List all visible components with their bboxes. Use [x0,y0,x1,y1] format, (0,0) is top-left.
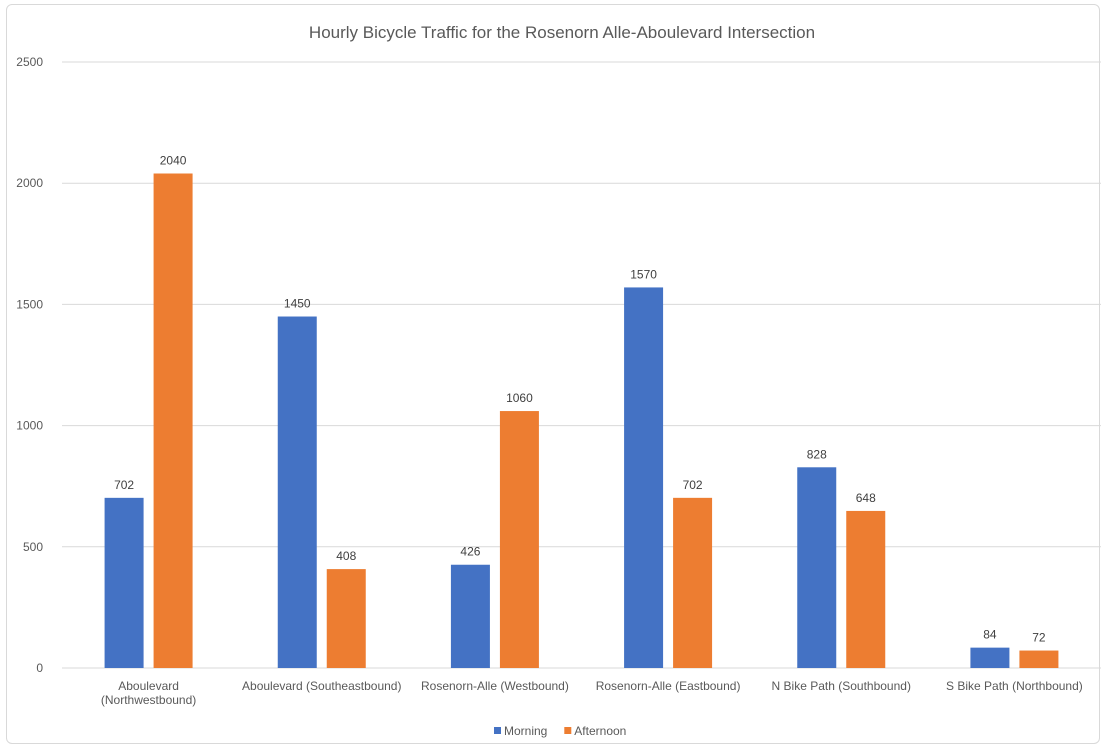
bar-afternoon [499,411,539,668]
legend-label: Afternoon [574,724,626,738]
y-tick-label: 1000 [16,419,43,433]
data-label: 84 [983,628,997,642]
chart-title: Hourly Bicycle Traffic for the Rosenorn … [309,23,815,42]
data-label: 426 [460,545,480,559]
data-label: 72 [1032,631,1046,645]
data-label: 1450 [284,297,311,311]
category-label: S Bike Path (Northbound) [946,679,1083,693]
data-label: 702 [683,478,703,492]
y-tick-label: 2500 [16,55,43,69]
legend: Morning Afternoon [494,724,626,738]
bar-afternoon [153,173,193,668]
bar-morning [104,497,144,668]
bar-afternoon [846,510,886,668]
category-label: Aboulevard (Southeastbound) [242,679,401,693]
legend-label: Morning [504,724,547,738]
data-label: 2040 [160,154,187,168]
bar-morning [970,647,1010,668]
data-label: 828 [807,447,827,461]
bar-morning [624,287,664,668]
bar-afternoon [673,497,713,668]
gridlines [62,61,1101,669]
bar-morning [450,564,490,668]
data-label: 1570 [630,267,657,281]
category-label: Rosenorn-Alle (Eastbound) [596,679,741,693]
category-label: (Northwestbound) [101,693,196,707]
y-tick-label: 0 [36,661,43,675]
category-label: Rosenorn-Alle (Westbound) [421,679,569,693]
category-label: N Bike Path (Southbound) [772,679,911,693]
y-tick-label: 2000 [16,176,43,190]
bar-afternoon [1019,650,1059,668]
data-labels: 702 2040 1450 408 426 1060 1570 702 828 648 84 72 [114,154,1046,645]
y-tick-label: 500 [23,540,43,554]
bar-afternoon [326,569,366,668]
category-label: Aboulevard [118,679,179,693]
legend-swatch-afternoon [564,727,572,734]
y-axis-ticks: 0 500 1000 1500 2000 2500 [16,55,43,675]
data-label: 702 [114,478,134,492]
data-label: 1060 [506,391,533,405]
bar-morning [797,467,837,668]
bar-morning [277,316,317,668]
bars [104,173,1059,668]
legend-swatch-morning [494,727,501,734]
data-label: 648 [856,491,876,505]
category-labels: Aboulevard(Northwestbound) Aboulevard (So… [101,679,1083,707]
y-tick-label: 1500 [16,297,43,311]
data-label: 408 [336,549,356,563]
